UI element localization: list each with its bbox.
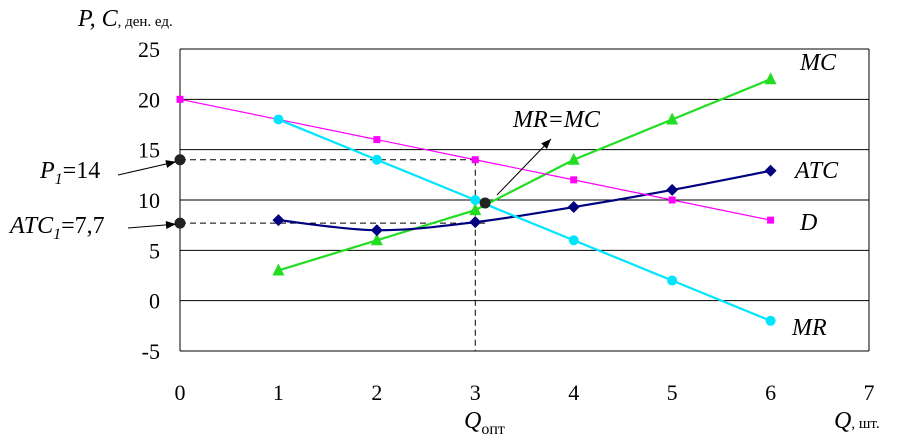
x-tick-label: 1	[273, 380, 284, 405]
series-atc	[272, 164, 777, 237]
y-tick-label: 10	[138, 188, 160, 213]
marker-circle	[667, 275, 678, 286]
series-mc	[272, 72, 777, 276]
series-group	[176, 72, 777, 326]
marker-diamond	[272, 214, 285, 227]
marker-triangle	[666, 112, 679, 125]
x-tick-label: 3	[470, 380, 481, 405]
guide-lines	[180, 159, 486, 351]
x-axis-label: Q, шт.	[834, 408, 880, 434]
y-tick-label: 20	[138, 87, 160, 112]
marker-diamond	[666, 183, 679, 196]
x-tick-label: 0	[175, 380, 186, 405]
series-line-mr	[278, 118, 771, 322]
y-tick-label: 25	[138, 37, 160, 62]
atc1-point	[174, 217, 186, 229]
grid-lines	[179, 48, 870, 352]
y-tick-label: -5	[142, 339, 160, 364]
marker-diamond	[764, 164, 777, 177]
marker-circle	[470, 195, 481, 205]
p1-arrow-head	[165, 160, 176, 168]
marker-square	[471, 156, 479, 164]
series-label-atc: ATC	[793, 158, 839, 184]
marker-triangle	[469, 203, 482, 216]
atc1-arrow-head	[165, 220, 176, 229]
x-tick-label: 6	[765, 380, 776, 405]
mr-mc-label: MR=MC	[512, 107, 601, 133]
series-line-atc	[278, 169, 771, 232]
intersection-arrow-head	[541, 139, 551, 149]
q-opt-label: Qопт	[464, 408, 505, 438]
chart-labels: P, C, ден. ед. Q, шт. P1=14 ATC1=7,7 Qопт MR=…	[8, 6, 880, 438]
marker-diamond	[469, 216, 482, 229]
series-label-d: D	[799, 210, 817, 236]
marker-diamond	[370, 224, 383, 237]
atc1-label: ATC1=7,7	[8, 213, 105, 243]
x-tick-label: 2	[371, 380, 382, 405]
y-axis-label: P, C, ден. ед.	[77, 6, 173, 32]
p1-point	[174, 154, 186, 166]
marker-triangle	[764, 72, 777, 85]
marker-triangle	[567, 152, 580, 165]
series-mr	[273, 114, 776, 326]
x-tick-label: 4	[568, 380, 579, 405]
marker-square	[176, 95, 184, 103]
marker-square	[373, 136, 381, 144]
tick-labels: -5 0 5 10 15 20 25 0 1 2 3 4 5 6 7	[138, 37, 875, 405]
x-tick-label: 7	[864, 380, 875, 405]
marker-triangle	[272, 263, 285, 276]
y-tick-label: 5	[149, 238, 160, 263]
p1-label: P1=14	[39, 158, 100, 188]
series-label-mr: MR	[791, 315, 827, 341]
marker-circle	[371, 154, 382, 165]
intersection-arrow	[496, 138, 552, 196]
series-label-mc: MC	[799, 50, 837, 76]
marker-triangle	[370, 233, 383, 246]
marker-square	[668, 196, 676, 204]
marker-circle	[765, 315, 776, 326]
series-line-mc	[278, 78, 771, 272]
intersection-point	[479, 197, 491, 209]
y-tick-label: 15	[138, 138, 160, 163]
x-tick-label: 5	[667, 380, 678, 405]
y-tick-label: 0	[149, 289, 160, 314]
marker-diamond	[567, 201, 580, 214]
marker-square	[767, 216, 775, 224]
marker-circle	[568, 235, 579, 246]
marker-circle	[273, 114, 284, 125]
marker-square	[570, 176, 578, 184]
